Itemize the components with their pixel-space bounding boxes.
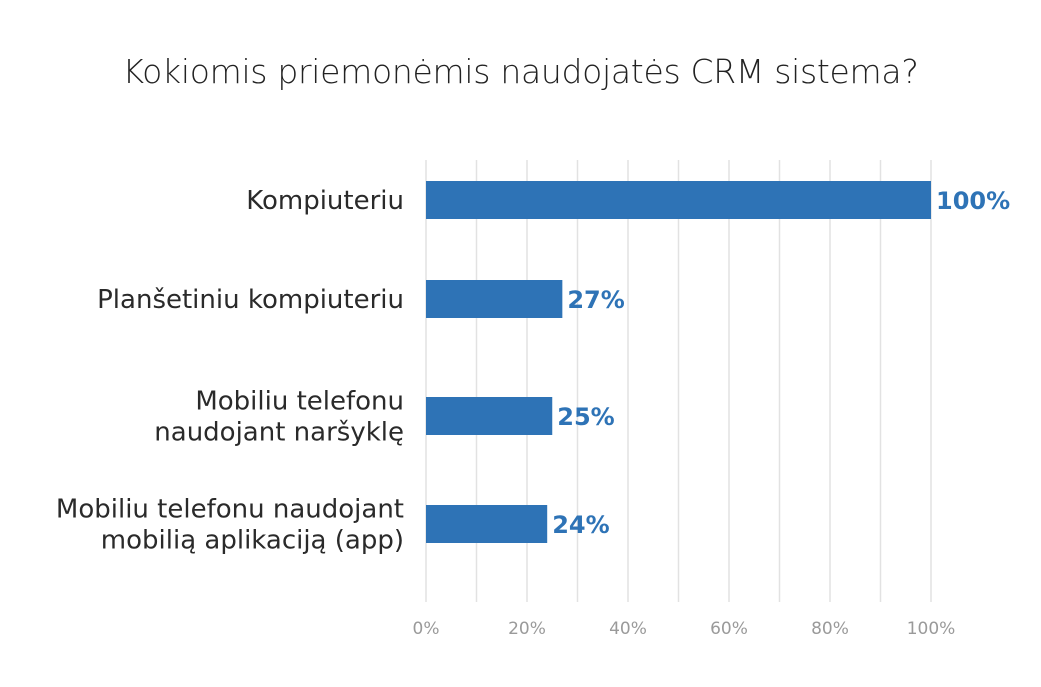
value-labels: 100% 27% 25% 24%	[552, 187, 1010, 539]
x-axis-tick-labels: 0% 20% 40% 60% 80% 100%	[413, 619, 956, 639]
category-label: Mobiliu telefonu naudojant	[56, 495, 404, 525]
category-label: Mobiliu telefonu	[195, 387, 404, 417]
chart-title: Kokiomis priemonėmis naudojatės CRM sist…	[122, 52, 919, 91]
bar-value-label: 24%	[552, 511, 609, 539]
category-label: mobilią aplikaciją (app)	[101, 526, 404, 556]
bars	[426, 181, 931, 543]
bar	[426, 505, 548, 543]
bar	[426, 280, 563, 318]
bar-value-label: 27%	[567, 286, 624, 314]
category-label: Kompiuteriu	[246, 186, 404, 216]
x-tick-label: 80%	[811, 619, 849, 639]
x-tick-label: 40%	[609, 619, 647, 639]
gridlines	[425, 160, 932, 602]
bar	[426, 397, 553, 435]
bar-value-label: 25%	[557, 403, 614, 431]
category-label: naudojant naršyklę	[154, 418, 404, 448]
bar-value-label: 100%	[936, 187, 1010, 215]
category-labels: Kompiuteriu Planšetiniu kompiuteriu Mobili…	[56, 186, 404, 556]
x-tick-label: 20%	[508, 619, 546, 639]
category-label: Planšetiniu kompiuteriu	[97, 285, 404, 315]
bar	[426, 181, 931, 219]
x-tick-label: 60%	[710, 619, 748, 639]
x-tick-label: 0%	[413, 619, 440, 639]
x-tick-label: 100%	[907, 619, 956, 639]
